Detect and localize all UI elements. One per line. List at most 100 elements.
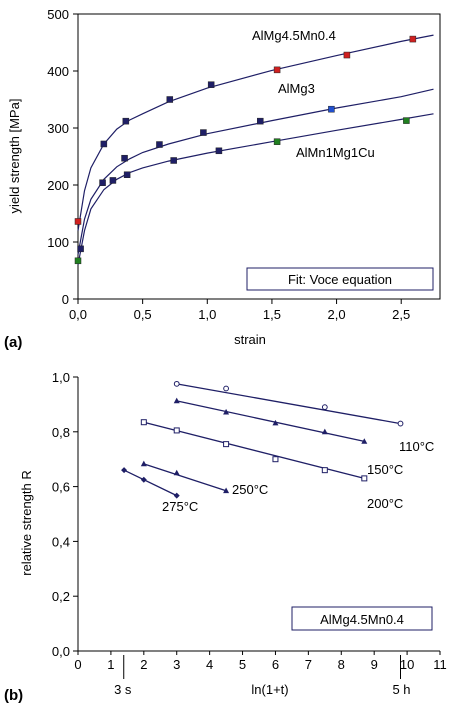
panel-b-x-tick-label: 7 <box>305 657 312 672</box>
data-point-150-c <box>361 438 368 444</box>
data-point-almg3 <box>77 245 84 253</box>
data-point-250-c <box>140 460 147 467</box>
data-point-almn1mg1cu <box>123 171 131 178</box>
trend-line-150-c <box>176 400 365 443</box>
series-label-almn1mg1cu: AlMn1Mg1Cu <box>296 145 375 160</box>
data-point-150-c <box>321 428 328 435</box>
data-point-275-c <box>140 476 147 483</box>
panel-a-y-tick-label: 100 <box>47 235 69 250</box>
panel-a-y-tick-label: 0 <box>62 292 69 307</box>
data-point-almg3 <box>156 141 163 148</box>
panel-a-x-tick-label: 1,0 <box>198 307 216 322</box>
panel-b-x-tick-label: 0 <box>74 657 81 672</box>
data-point-150-c <box>173 397 180 404</box>
panel-a-x-tick-label: 2,5 <box>392 307 410 322</box>
data-point-110-c <box>223 385 229 392</box>
panel-a-plot-frame <box>77 13 441 300</box>
data-point-almg4-5mn0-4 <box>166 96 174 103</box>
data-point-almg4-5mn0-4 <box>273 66 281 74</box>
panel-b-x-tick-label: 3 <box>173 657 180 672</box>
fit-curve-almg3 <box>77 88 434 255</box>
data-point-110-c <box>397 420 404 427</box>
panel-b-y-tick-label: 0,4 <box>52 534 70 549</box>
panel-a-x-tick-label: 2,0 <box>328 307 346 322</box>
data-point-150-c <box>272 419 279 426</box>
panel-b-x-tick-label: 9 <box>371 657 378 672</box>
panel-b-y-tick-label: 0,6 <box>52 480 70 495</box>
data-point-almg4-5mn0-4 <box>122 117 130 125</box>
data-point-275-c <box>173 492 180 499</box>
panel-b-y-tick-label: 0,8 <box>52 425 70 440</box>
series-label-almg45mn04: AlMg4.5Mn0.4 <box>252 28 336 43</box>
trend-line-275-c <box>123 469 178 497</box>
data-point-200-c <box>361 475 368 482</box>
panel-a-chart: 0,0 0,5 1,0 1,5 2,0 2,5 0 100 200 300 400 500 strai… <box>7 7 441 347</box>
panel-b-x-tick-label: 4 <box>206 657 213 672</box>
data-point-almn1mg1cu <box>74 257 82 265</box>
data-point-110-c <box>321 404 328 411</box>
data-point-almg4-5mn0-4 <box>409 35 417 43</box>
data-point-200-c <box>223 441 230 448</box>
series-label-275c: 275°C <box>162 499 198 514</box>
panel-b-y-tick-label: 1,0 <box>52 370 70 385</box>
panel-b-legend-box <box>291 606 433 631</box>
panel-a-y-tick-label: 500 <box>47 7 69 22</box>
panel-b-label: (b) <box>4 687 23 704</box>
panel-a-y-tick-label: 200 <box>47 178 69 193</box>
fit-curve-almg4-5mn0-4 <box>77 34 434 231</box>
panel-a-ylabel: yield strength [MPa] <box>7 99 22 214</box>
panel-a-label: (a) <box>4 334 22 351</box>
panel-b-y-tick-label: 0,0 <box>52 644 70 659</box>
panel-b-y-tick-label: 0,2 <box>52 589 70 604</box>
secondary-label-3s: 3 s <box>114 682 132 697</box>
data-point-110-c <box>173 380 180 387</box>
panel-b-x-tick-label: 8 <box>338 657 345 672</box>
panel-a-x-tick-label: 1,5 <box>263 307 281 322</box>
data-point-275-c <box>121 467 128 474</box>
series-label-150c: 150°C <box>367 462 403 477</box>
data-point-almg3 <box>121 154 128 162</box>
series-label-almg3: AlMg3 <box>278 81 315 96</box>
panel-a-xlabel: strain <box>234 332 266 347</box>
data-point-almn1mg1cu <box>170 157 177 164</box>
panel-b-x-tick-label: 2 <box>140 657 147 672</box>
data-point-almg3 <box>328 105 335 113</box>
panel-a-legend-box <box>246 267 434 291</box>
series-label-110c: 110°C <box>399 439 434 454</box>
panel-b-x-tick-label: 10 <box>400 657 414 672</box>
data-point-almn1mg1cu <box>109 177 117 184</box>
panel-b-x-tick-label: 11 <box>433 657 447 672</box>
data-point-150-c <box>223 408 230 415</box>
secondary-label-5h: 5 h <box>392 682 410 697</box>
panel-b-xlabel: ln(1+t) <box>251 682 288 697</box>
data-point-almg3 <box>99 179 106 186</box>
trend-line-250-c <box>143 463 227 492</box>
data-point-200-c <box>140 419 147 426</box>
data-point-200-c <box>173 427 180 434</box>
data-point-almn1mg1cu <box>403 117 410 124</box>
data-point-250-c <box>223 487 230 494</box>
panel-b-x-tick-label: 1 <box>107 657 114 672</box>
data-point-almg3 <box>200 129 207 136</box>
data-point-200-c <box>321 467 328 474</box>
series-label-200c: 200°C <box>367 496 403 511</box>
data-point-almg4-5mn0-4 <box>74 218 82 225</box>
data-point-almg3 <box>257 117 264 125</box>
fit-curve-almn1mg1cu <box>77 113 434 265</box>
data-point-200-c <box>272 456 279 463</box>
data-point-250-c <box>173 469 180 476</box>
panel-a-y-tick-label: 300 <box>47 121 69 136</box>
data-point-almn1mg1cu <box>215 147 223 155</box>
panel-b-legend-text: AlMg4.5Mn0.4 <box>320 612 404 627</box>
data-point-almg4-5mn0-4 <box>207 81 215 88</box>
data-point-almg4-5mn0-4 <box>100 140 108 148</box>
panel-a-legend-text: Fit: Voce equation <box>288 272 392 287</box>
panel-a-x-tick-label: 0,0 <box>69 307 87 322</box>
data-point-almn1mg1cu <box>273 138 281 145</box>
panel-b-x-tick-label: 6 <box>272 657 279 672</box>
panel-b-x-tick-label: 5 <box>239 657 246 672</box>
panel-b-chart: 0 1 2 3 4 5 6 7 8 9 10 11 0,0 0,2 0,4 0,6 0,8 1,0 ln(1+t)… <box>19 370 447 697</box>
trend-line-110-c <box>176 383 401 425</box>
panel-a-x-tick-label: 0,5 <box>134 307 152 322</box>
